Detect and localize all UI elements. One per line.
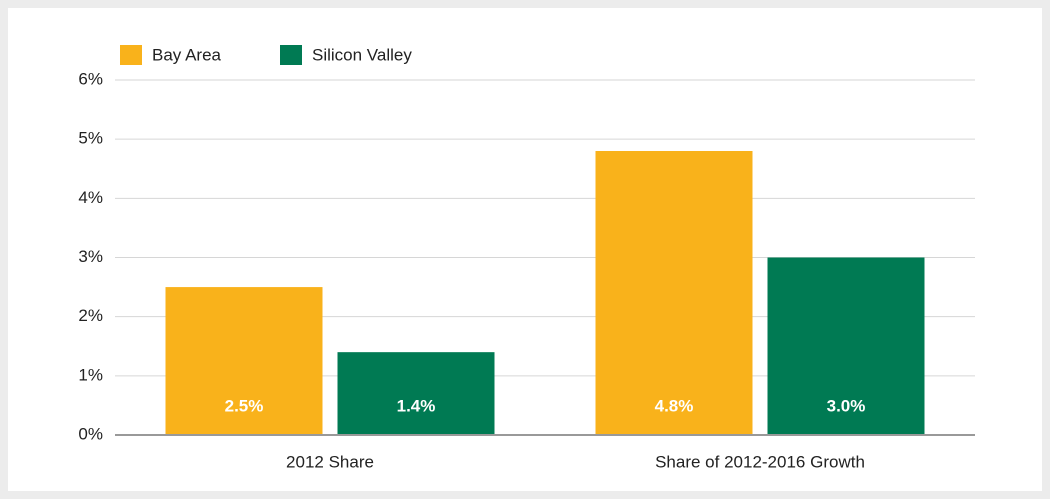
y-tick-label: 4% xyxy=(78,188,103,207)
legend-label: Silicon Valley xyxy=(312,45,412,64)
bar xyxy=(767,257,925,435)
legend-label: Bay Area xyxy=(152,45,222,64)
value-label: 2.5% xyxy=(225,396,264,415)
y-tick-label: 2% xyxy=(78,306,103,325)
y-tick-label: 3% xyxy=(78,247,103,266)
value-label: 3.0% xyxy=(827,396,866,415)
legend-swatch xyxy=(120,45,142,65)
bar xyxy=(165,287,323,435)
bar xyxy=(337,352,495,435)
y-tick-label: 5% xyxy=(78,129,103,148)
bar xyxy=(595,151,753,435)
x-tick-label: Share of 2012-2016 Growth xyxy=(655,452,865,471)
value-label: 1.4% xyxy=(397,396,436,415)
legend-swatch xyxy=(280,45,302,65)
x-tick-label: 2012 Share xyxy=(286,452,374,471)
y-tick-label: 0% xyxy=(78,424,103,443)
value-label: 4.8% xyxy=(655,396,694,415)
y-tick-label: 1% xyxy=(78,365,103,384)
y-tick-label: 6% xyxy=(78,69,103,88)
